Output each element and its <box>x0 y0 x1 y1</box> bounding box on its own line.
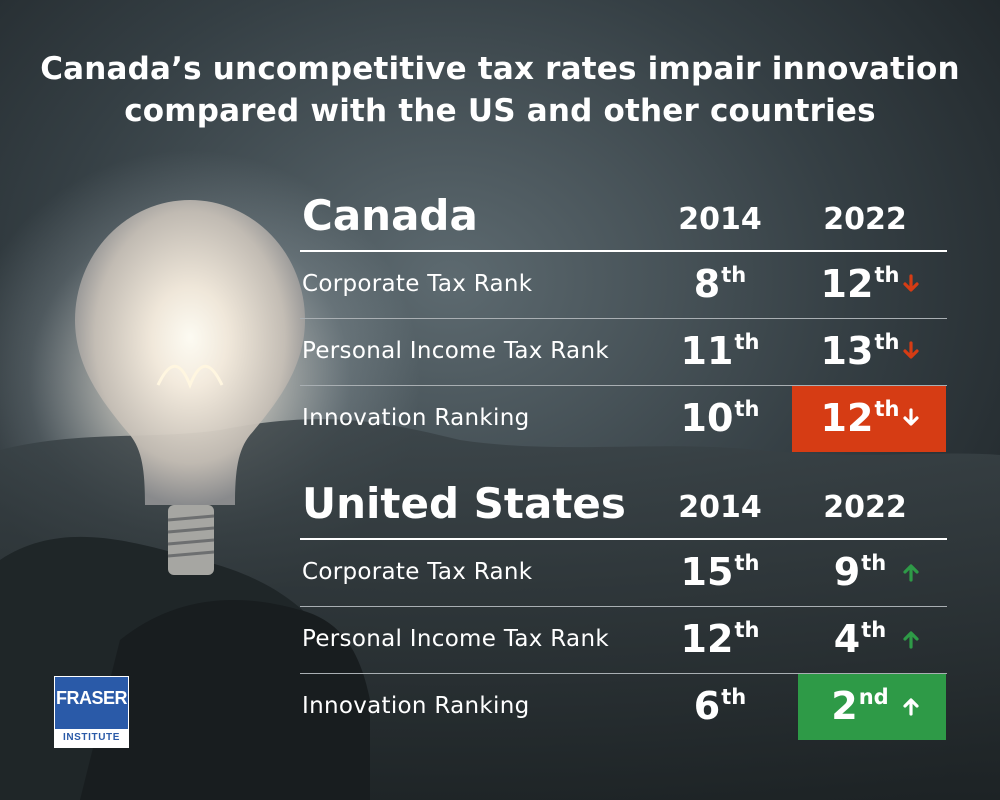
logo-name: FRASER <box>55 688 128 708</box>
rank-2022: 9th <box>833 550 887 594</box>
rank-2014: 10th <box>680 396 760 440</box>
rank-2022: 13th <box>820 329 900 373</box>
rank-2022: 12th <box>820 262 900 306</box>
title-line-1: Canada’s uncompetitive tax rates impair … <box>40 51 960 87</box>
rank-2014: 6th <box>693 684 747 728</box>
fraser-institute-logo: FRASER INSTITUTE <box>54 676 129 748</box>
table-row: Innovation Ranking 6th 2nd <box>300 674 947 740</box>
page-title: Canada’s uncompetitive tax rates impair … <box>0 48 1000 132</box>
row-label: Personal Income Tax Rank <box>302 338 609 364</box>
arrow-up-icon <box>903 698 919 716</box>
year-column-1: 2014 <box>678 490 762 525</box>
rank-2014: 12th <box>680 617 760 661</box>
table-row: Corporate Tax Rank 8th 12th <box>300 252 947 319</box>
year-column-1: 2014 <box>678 202 762 237</box>
table-row: Innovation Ranking 10th 12th <box>300 386 947 452</box>
row-label: Innovation Ranking <box>302 405 530 431</box>
rank-2014: 15th <box>680 550 760 594</box>
logo-subtitle: INSTITUTE <box>55 729 128 747</box>
country-name: United States <box>302 479 626 528</box>
rank-2022: 12th <box>820 396 900 440</box>
title-line-2: compared with the US and other countries <box>124 93 876 129</box>
rank-2022: 2nd <box>831 684 889 728</box>
highlight-improve-box <box>798 674 946 740</box>
year-column-2: 2022 <box>823 490 907 525</box>
table-header: United States 2014 2022 <box>300 478 947 540</box>
arrow-up-icon <box>903 564 919 582</box>
arrow-down-icon <box>903 408 919 426</box>
country-name: Canada <box>302 191 478 240</box>
highlight-decline-box <box>792 386 946 452</box>
canada-table: Canada 2014 2022 Corporate Tax Rank 8th … <box>300 190 947 452</box>
table-row: Personal Income Tax Rank 12th 4th <box>300 607 947 674</box>
row-label: Personal Income Tax Rank <box>302 626 609 652</box>
arrow-down-icon <box>903 341 919 359</box>
year-column-2: 2022 <box>823 202 907 237</box>
table-header: Canada 2014 2022 <box>300 190 947 252</box>
arrow-up-icon <box>903 631 919 649</box>
row-label: Innovation Ranking <box>302 693 530 719</box>
table-row: Corporate Tax Rank 15th 9th <box>300 540 947 607</box>
table-row: Personal Income Tax Rank 11th 13th <box>300 319 947 386</box>
united-states-table: United States 2014 2022 Corporate Tax Ra… <box>300 478 947 740</box>
rank-2022: 4th <box>833 617 887 661</box>
row-label: Corporate Tax Rank <box>302 559 533 585</box>
row-label: Corporate Tax Rank <box>302 271 533 297</box>
rank-2014: 8th <box>693 262 747 306</box>
rank-2014: 11th <box>680 329 760 373</box>
arrow-down-icon <box>903 274 919 292</box>
